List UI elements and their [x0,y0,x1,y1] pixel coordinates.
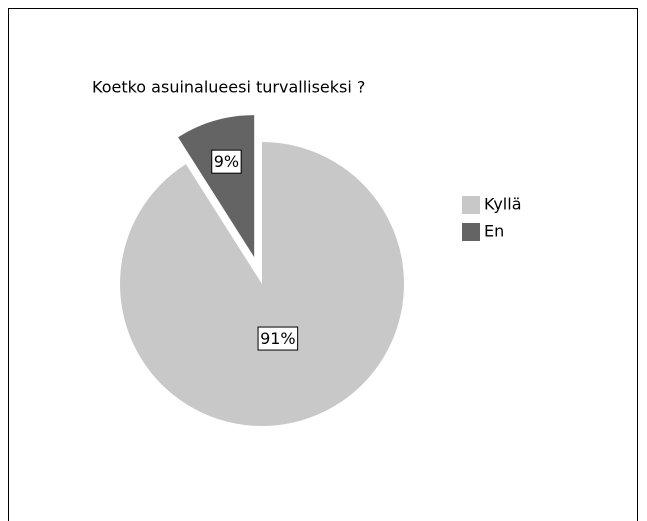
data-label: 9% [214,152,239,171]
legend-label: En [484,222,504,241]
data-label-box [211,149,242,174]
data-label-box [257,326,299,351]
legend-swatch [462,223,480,241]
chart-title: Koetko asuinalueesi turvalliseksi ? [92,78,365,97]
data-label: 91% [260,329,296,348]
pie-slice [120,142,405,426]
legend-swatch [462,196,480,214]
legend-label: Kyllä [484,195,522,214]
